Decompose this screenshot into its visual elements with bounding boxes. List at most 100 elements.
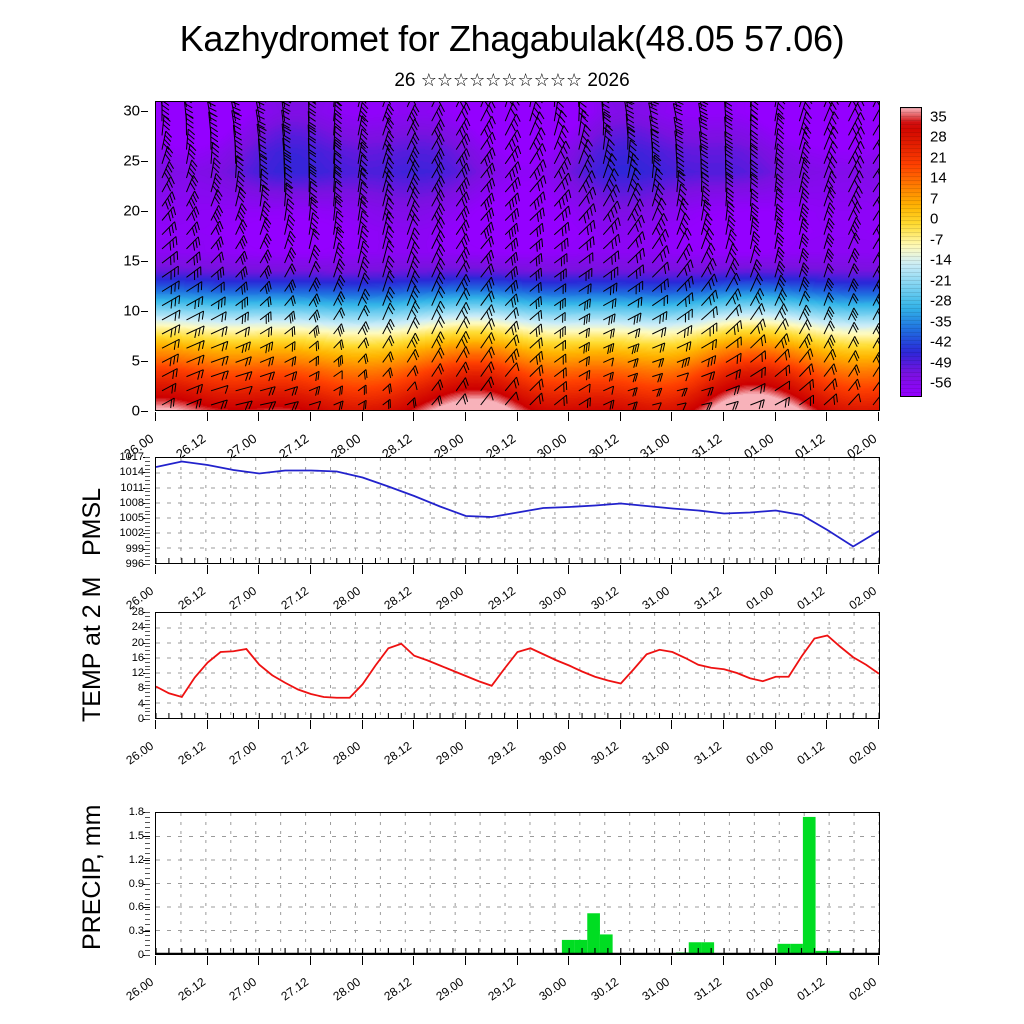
axis-minor-tick [145,711,150,713]
upper-air-cross-section-panel[interactable] [155,101,880,411]
precip-panel[interactable] [155,812,880,955]
pmsl-x-ticks: 26.00 26.12 27.00 27.12 28.00 28.12 29.00 29.12… [0,565,1024,612]
axis-minor-tick [145,680,150,682]
subtitle: 26 ☆☆☆☆☆☆☆☆☆☆ 2026 [0,70,1024,92]
axis-tick-mark [258,412,260,421]
axis-tick-mark [143,931,150,933]
axis-tick-mark [619,956,621,965]
axis-minor-tick [145,699,150,701]
axis-minor-tick [145,483,150,485]
axis-minor-tick [145,868,150,870]
axis-tick-label: 1.5 [128,829,144,842]
axis-minor-tick [145,888,150,890]
precip-bar [561,939,575,954]
axis-tick-mark [619,412,621,421]
axis-tick-mark [568,565,570,574]
axis-minor-tick [145,944,150,946]
cross-section-x-ticks: 26.00 26.12 27.00 27.12 28.00 28.12 29.00 29.12… [0,412,1024,462]
pmsl-axis-label: PMSL [78,487,106,556]
axis-tick-mark [141,211,148,212]
axis-minor-tick [145,623,150,625]
axis-tick-label: 12 [131,667,144,680]
colorbar-tick: 14 [930,169,947,187]
axis-tick-mark [206,720,208,729]
axis-minor-tick [145,464,150,466]
axis-tick-mark [143,859,150,861]
axis-minor-tick [145,627,150,629]
axis-tick-mark [826,956,828,965]
precip-plot-area [156,813,879,954]
axis-tick-label: 1008 [119,496,144,509]
axis-tick-label: 15 [123,252,140,270]
axis-minor-tick [145,822,150,824]
axis-tick-label: 27.00 [226,738,260,768]
axis-tick-mark [516,956,518,965]
axis-minor-tick [145,476,150,478]
precip-bar [688,942,702,954]
subtitle-month-glyphs: ☆☆☆☆☆☆☆☆☆☆ [420,70,583,90]
pmsl-panel[interactable] [155,457,880,564]
axis-tick-label: 24 [131,621,144,634]
axis-tick-mark [464,565,466,574]
axis-tick-mark [309,720,311,729]
axis-minor-tick [145,812,150,813]
axis-tick-label: 0 [131,402,140,420]
axis-tick-mark [464,720,466,729]
axis-minor-tick [145,852,150,854]
axis-tick-label: 1017 [119,451,144,463]
axis-tick-mark [309,565,311,574]
precip-bar [599,934,613,954]
axis-tick-label: 30.00 [536,738,570,768]
temperature-colorbar[interactable] [900,107,922,397]
axis-tick-label: 1014 [119,466,144,479]
axis-minor-tick [145,661,150,663]
axis-tick-mark [413,565,415,574]
axis-tick-mark [774,412,776,421]
precip-bar [587,913,600,954]
axis-tick-label: 10 [123,302,140,320]
axis-tick-label: 28 [131,606,144,618]
colorbar-tick: -42 [930,333,952,351]
axis-tick-mark [723,412,725,421]
axis-minor-tick [145,949,150,951]
axis-tick-mark [155,956,156,965]
axis-tick-mark [155,565,156,574]
axis-tick-label: 0.9 [128,877,144,890]
axis-tick-label: 1.8 [128,806,144,818]
axis-tick-label: 29.12 [484,974,518,1004]
axis-minor-tick [145,863,150,865]
axis-minor-tick [145,684,150,686]
axis-minor-tick [145,847,150,849]
axis-tick-mark [309,956,311,965]
axis-tick-mark [258,720,260,729]
axis-minor-tick [145,883,150,885]
axis-minor-tick [145,858,150,859]
colorbar-tick: 35 [930,108,947,126]
axis-minor-tick [145,552,150,554]
axis-tick-mark [774,565,776,574]
colorbar-tick: -56 [930,374,952,392]
axis-tick-label: 27.12 [278,974,312,1004]
axis-tick-mark [568,956,570,965]
precip-bar [701,942,715,954]
temp-2m-series-line [156,634,879,699]
axis-minor-tick [145,842,150,844]
precip-bar [815,950,829,954]
temp-2m-panel[interactable] [155,612,880,719]
axis-tick-label: 30.12 [588,738,621,768]
axis-tick-mark [141,261,148,262]
axis-tick-mark [361,565,363,574]
precip-bar [574,939,588,954]
axis-tick-label: 27.00 [226,974,260,1004]
page-title: Kazhydromet for Zhagabulak(48.05 57.06) [179,18,845,59]
colorbar-tick: 28 [930,128,947,146]
axis-minor-tick [145,487,150,489]
axis-minor-tick [145,893,150,895]
axis-tick-label: 27.12 [278,738,312,768]
axis-minor-tick [145,514,150,516]
axis-minor-tick [145,472,150,474]
axis-tick-label: 20 [123,202,140,220]
axis-tick-label: 26.00 [123,738,157,768]
wind-barbs-overlay [161,102,879,410]
temp-y-ticks: 0 4 8 12 16 20 24 28 [105,606,150,725]
